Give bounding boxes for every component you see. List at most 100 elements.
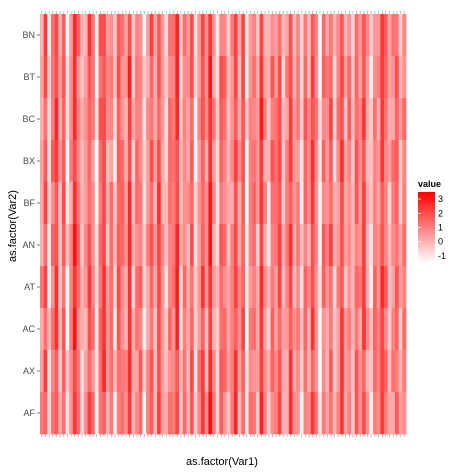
heatmap-tile (369, 350, 374, 393)
heatmap-tile (373, 14, 378, 57)
heatmap-tile (131, 392, 136, 435)
heatmap-tile (288, 140, 293, 183)
heatmap-tile (80, 98, 85, 141)
heatmap-tile (116, 14, 121, 57)
heatmap-tile (109, 140, 114, 183)
heatmap-tile (50, 98, 56, 141)
heatmap-tile (274, 266, 279, 309)
heatmap-tile (325, 98, 330, 141)
heatmap-tile (292, 182, 297, 225)
heatmap-tile (376, 14, 381, 57)
heatmap-tile (259, 98, 264, 141)
heatmap-tile (310, 224, 315, 267)
heatmap-tile (296, 224, 301, 267)
heatmap-tile (197, 98, 202, 141)
heatmap-tile (362, 56, 367, 99)
heatmap-tile (226, 350, 231, 393)
heatmap-tile (58, 56, 63, 99)
heatmap-tile (164, 56, 169, 99)
heatmap-tile (343, 308, 348, 351)
heatmap-tile (54, 14, 59, 57)
heatmap-tile (252, 392, 257, 435)
heatmap-tile (402, 266, 407, 309)
heatmap-tile (43, 308, 48, 351)
heatmap-tile (340, 266, 345, 309)
heatmap-tile (109, 392, 114, 435)
heatmap-tile (54, 98, 59, 141)
heatmap-tile (69, 266, 74, 309)
heatmap-tile (223, 182, 228, 225)
heatmap-tile (208, 308, 213, 351)
heatmap-tile (332, 140, 337, 183)
heatmap-tile (303, 266, 308, 309)
heatmap-tile (387, 350, 392, 393)
heatmap-tile (318, 350, 323, 393)
heatmap-tile (285, 308, 290, 351)
heatmap-tile (365, 182, 370, 225)
heatmap-tile (61, 350, 67, 393)
heatmap-tile (69, 98, 74, 141)
heatmap-tile (237, 140, 242, 183)
heatmap-tile (395, 56, 400, 99)
heatmap-tile (190, 182, 195, 225)
heatmap-tile (387, 140, 392, 183)
heatmap-tile (175, 350, 180, 393)
heatmap-tile (61, 98, 67, 141)
heatmap-tile (201, 140, 206, 183)
heatmap-tile (230, 140, 235, 183)
heatmap-tile (310, 182, 315, 225)
heatmap-tile (299, 182, 304, 225)
heatmap-tile (168, 224, 173, 267)
heatmap-tile (193, 182, 198, 225)
heatmap-tile (212, 350, 217, 393)
heatmap-tile (263, 140, 268, 183)
heatmap-tile (201, 14, 206, 57)
heatmap-tile (362, 266, 367, 309)
heatmap-tile (226, 98, 231, 141)
heatmap-tile (219, 14, 224, 57)
heatmap-tile (208, 350, 213, 393)
heatmap-tile (127, 140, 132, 183)
heatmap-tile (395, 266, 400, 309)
heatmap-tile (402, 224, 407, 267)
heatmap-tile (365, 224, 370, 267)
heatmap-tile (142, 140, 147, 183)
heatmap-tile (387, 182, 392, 225)
heatmap-tile (230, 350, 235, 393)
heatmap-tile (65, 98, 70, 141)
heatmap-tile (270, 14, 275, 57)
heatmap-tile (274, 56, 279, 99)
heatmap-tile (113, 140, 118, 183)
heatmap-tile (354, 392, 359, 435)
heatmap-tile (373, 140, 378, 183)
heatmap-tile (116, 140, 121, 183)
heatmap-tile (237, 308, 242, 351)
heatmap-tile (329, 350, 334, 393)
heatmap-tile (380, 56, 385, 99)
heatmap-tile (391, 14, 396, 57)
heatmap-tile (50, 224, 56, 267)
heatmap-tile (102, 14, 107, 57)
heatmap-tile (402, 14, 407, 57)
heatmap-tile (72, 98, 77, 141)
heatmap-tile (285, 224, 290, 267)
heatmap-tile (255, 224, 260, 267)
heatmap-tile (201, 56, 206, 99)
heatmap-tile (83, 392, 88, 435)
heatmap-tile (252, 224, 257, 267)
heatmap-tile (182, 56, 187, 99)
heatmap-tile (146, 14, 151, 57)
heatmap-tile (325, 56, 330, 99)
heatmap-tile (351, 140, 356, 183)
heatmap-tile (310, 14, 315, 57)
heatmap-tile (120, 308, 125, 351)
heatmap-tile (223, 56, 228, 99)
heatmap-tile (204, 98, 209, 141)
y-tick-label: AT (24, 282, 35, 292)
heatmap-tile (343, 350, 348, 393)
heatmap-tile (296, 392, 301, 435)
heatmap-tile (332, 392, 337, 435)
heatmap-tile (76, 392, 81, 435)
heatmap-tile (380, 266, 385, 309)
heatmap-tile (288, 14, 293, 57)
